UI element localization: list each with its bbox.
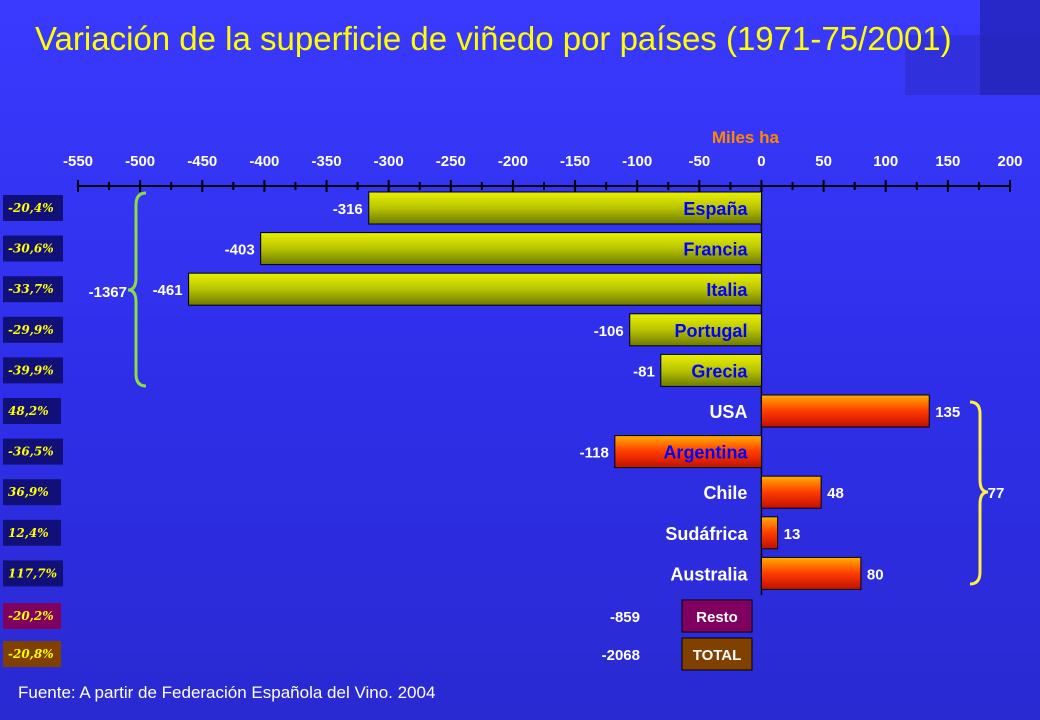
bar	[260, 232, 762, 266]
tick-label: 50	[815, 153, 832, 170]
percent-label: -29,9%	[8, 323, 54, 337]
tick-label: -500	[125, 153, 155, 170]
category-label: Argentina	[663, 443, 748, 463]
tick-label: -100	[622, 153, 652, 170]
data-label: -81	[633, 363, 655, 380]
bar	[760, 516, 779, 550]
summary-box	[681, 637, 753, 671]
category-label: España	[683, 199, 748, 219]
bar	[368, 191, 762, 225]
percent-label: -20,8%	[8, 647, 54, 661]
decor-square-top-right	[980, 0, 1040, 35]
percent-label: -33,7%	[8, 282, 54, 296]
page-title: Variación de la superficie de viñedo por…	[35, 20, 952, 57]
data-label: 80	[867, 566, 884, 583]
tick-label: -450	[187, 153, 217, 170]
percent-box	[3, 479, 61, 506]
summary-box	[681, 599, 753, 633]
percent-label: -30,6%	[8, 242, 54, 256]
tick-label: 200	[997, 153, 1022, 170]
data-label: 13	[784, 526, 801, 543]
tick-label: -400	[249, 153, 279, 170]
group-bracket-world	[969, 400, 989, 586]
data-label: 48	[827, 485, 844, 502]
source-note: Fuente: A partir de Federación Española …	[18, 683, 436, 702]
percent-box	[3, 641, 61, 667]
category-label: Sudáfrica	[665, 524, 748, 544]
bar	[188, 272, 762, 306]
category-label: Portugal	[674, 321, 747, 341]
category-label: Chile	[703, 483, 747, 503]
tick-label: -300	[374, 153, 404, 170]
axis-title: Miles ha	[712, 128, 780, 147]
bar	[760, 556, 862, 590]
percent-box	[3, 398, 61, 424]
summary-value: -2068	[602, 647, 640, 664]
data-label: -106	[594, 323, 624, 340]
tick-label: -350	[312, 153, 342, 170]
percent-box	[3, 560, 63, 587]
summary-value: -859	[610, 609, 640, 626]
tick-label: -200	[498, 153, 528, 170]
percent-box	[3, 603, 61, 629]
percent-box	[3, 519, 61, 546]
tick-label: -50	[688, 153, 710, 170]
tick-label: -150	[560, 153, 590, 170]
tick-label: -250	[436, 153, 466, 170]
summary-label: Resto	[696, 609, 738, 626]
percent-label: -20,4%	[8, 201, 54, 215]
percent-box	[3, 438, 63, 465]
percent-box	[3, 276, 63, 303]
percent-label: 48,2%	[8, 404, 49, 418]
group-total-world: 77	[988, 485, 1005, 502]
percent-label: 117,7%	[8, 566, 57, 580]
bar	[760, 475, 822, 509]
category-label: Francia	[683, 240, 748, 260]
data-label: -316	[333, 201, 363, 218]
data-label: -403	[225, 242, 255, 259]
group-bracket-europe	[127, 191, 147, 388]
percent-label: 12,4%	[8, 526, 49, 540]
percent-label: -20,2%	[8, 609, 54, 623]
data-label: -461	[153, 282, 183, 299]
tick-label: -550	[63, 153, 93, 170]
percent-box	[3, 316, 63, 343]
data-label: 135	[935, 404, 960, 421]
tick-label: 100	[873, 153, 898, 170]
percent-label: -39,9%	[8, 363, 54, 377]
bar	[614, 435, 762, 469]
bar	[660, 353, 762, 387]
category-label: USA	[709, 402, 747, 422]
category-label: Italia	[706, 280, 748, 300]
tick-label: 150	[935, 153, 960, 170]
category-label: Grecia	[691, 361, 748, 381]
percent-box	[3, 235, 63, 262]
percent-box	[3, 357, 63, 384]
bar	[760, 394, 930, 428]
decor-square-top-right-3	[980, 35, 1040, 95]
decor-square-top-right-2	[905, 35, 980, 95]
tick-label: 0	[757, 153, 765, 170]
percent-label: 36,9%	[8, 485, 49, 499]
group-total-europe: -1367	[89, 284, 127, 301]
bar	[629, 313, 762, 347]
percent-label: -36,5%	[8, 445, 54, 459]
category-label: Australia	[670, 564, 748, 584]
percent-box	[3, 195, 63, 221]
summary-label: TOTAL	[693, 647, 742, 664]
data-label: -118	[580, 445, 609, 462]
